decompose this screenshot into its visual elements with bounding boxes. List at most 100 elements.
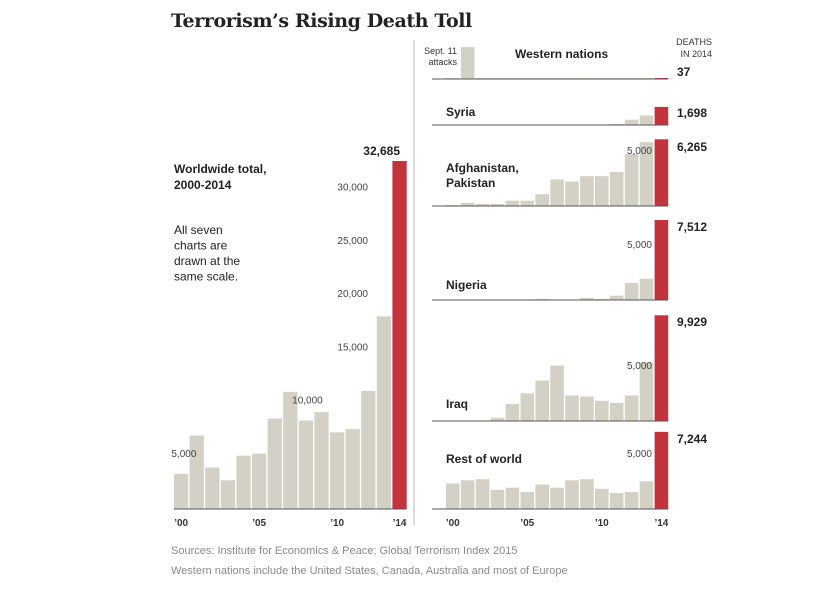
bar-iraq-2008 — [565, 395, 579, 421]
bar-syria-2013 — [639, 115, 654, 125]
bar-afghanistan-pakistan-2004 — [505, 200, 520, 206]
bar-afghanistan-pakistan-2001 — [460, 202, 475, 206]
y-tick-label: 5,000 — [627, 240, 652, 251]
bar-rest-of-world-2008 — [565, 480, 579, 509]
y-tick-label: 10,000 — [292, 396, 323, 407]
deaths-header-line1: DEATHS — [676, 37, 712, 47]
bar-worldwide-2010 — [330, 432, 345, 509]
bar-nigeria-2012 — [624, 282, 639, 300]
bar-worldwide-2001 — [189, 435, 204, 509]
bar-rest-of-world-2000 — [446, 483, 460, 509]
panel-title-worldwide-line1: Worldwide total, — [174, 162, 266, 176]
x-tick-label: ’10 — [330, 518, 344, 529]
value-label: 37 — [677, 65, 691, 79]
bar-worldwide-2004 — [236, 455, 251, 509]
bar-afghanistan-pakistan-2008 — [565, 181, 579, 206]
x-tick-label: ’10 — [595, 518, 609, 529]
bar-iraq-2009 — [580, 396, 594, 421]
value-label: 9,929 — [677, 315, 707, 329]
bar-western-nations-2001 — [460, 47, 475, 79]
bar-afghanistan-pakistan-2003 — [490, 203, 505, 206]
value-label: 7,244 — [677, 432, 707, 446]
deaths-header-line2: IN 2014 — [680, 49, 712, 59]
x-tick-label: ’00 — [174, 518, 188, 529]
x-tick-label: ’05 — [520, 518, 534, 529]
x-tick-label: ’14 — [654, 518, 668, 529]
bar-worldwide-2006 — [267, 418, 282, 509]
bar-syria-2014 — [654, 106, 669, 125]
y-tick-label: 5,000 — [627, 449, 652, 460]
bar-worldwide-2000 — [174, 473, 189, 509]
bar-afghanistan-pakistan-2002 — [475, 203, 490, 206]
bar-iraq-2011 — [609, 402, 624, 421]
x-tick-label: ’05 — [252, 518, 266, 529]
bar-worldwide-2009 — [314, 412, 329, 509]
bar-iraq-2014 — [654, 315, 669, 421]
y-tick-label: 20,000 — [337, 289, 368, 300]
bar-worldwide-2003 — [220, 480, 236, 509]
bar-nigeria-2013 — [639, 278, 654, 300]
bar-worldwide-2002 — [205, 467, 220, 509]
panel-title: Iraq — [446, 397, 468, 411]
bar-iraq-2013 — [639, 362, 654, 421]
value-label-worldwide: 32,685 — [363, 144, 400, 158]
bar-rest-of-world-2001 — [460, 480, 475, 509]
bar-worldwide-2008 — [298, 420, 314, 509]
bar-rest-of-world-2013 — [639, 481, 654, 509]
bar-rest-of-world-2010 — [595, 488, 609, 509]
y-tick-label: 15,000 — [337, 342, 368, 353]
bar-iraq-2012 — [624, 395, 639, 421]
bar-iraq-2010 — [595, 400, 609, 421]
annotation-line-3: drawn at the — [174, 254, 240, 268]
bar-worldwide-2007 — [283, 391, 298, 509]
bar-rest-of-world-2012 — [624, 491, 639, 509]
bar-rest-of-world-2007 — [550, 487, 564, 509]
bar-rest-of-world-2011 — [609, 493, 624, 509]
panel-title: Rest of world — [446, 452, 522, 466]
bar-nigeria-2011 — [609, 295, 624, 300]
bar-rest-of-world-2003 — [490, 489, 505, 509]
panel-title-afghanistan-line1: Afghanistan, — [446, 161, 519, 175]
annotation-line-4: same scale. — [174, 270, 238, 284]
bar-worldwide-2013 — [376, 316, 392, 509]
chart-title: Terrorism’s Rising Death Toll — [171, 10, 472, 32]
bar-iraq-2005 — [520, 393, 535, 421]
bar-afghanistan-pakistan-2012 — [624, 153, 639, 206]
panel-title: Nigeria — [446, 278, 487, 292]
bar-afghanistan-pakistan-2013 — [639, 142, 654, 206]
bar-worldwide-2012 — [361, 390, 376, 509]
bar-iraq-2004 — [505, 403, 520, 421]
bar-nigeria-2014 — [654, 220, 669, 300]
value-label: 6,265 — [677, 140, 707, 154]
annotation-sept11-line1: Sept. 11 — [424, 46, 457, 56]
bar-rest-of-world-2006 — [535, 484, 549, 509]
panel-title: Western nations — [515, 47, 608, 61]
value-label: 7,512 — [677, 220, 707, 234]
y-tick-label: 5,000 — [627, 361, 652, 372]
panel-title-worldwide-line2: 2000-2014 — [174, 178, 232, 192]
bar-afghanistan-pakistan-2014 — [654, 139, 669, 206]
bar-afghanistan-pakistan-2000 — [446, 204, 460, 206]
annotation-line-1: All seven — [174, 223, 223, 237]
annotation-sept11-line2: attacks — [428, 57, 457, 67]
bar-rest-of-world-2009 — [580, 479, 594, 509]
annotation-line-2: charts are — [174, 239, 228, 253]
y-tick-label: 5,000 — [627, 146, 652, 157]
bar-nigeria-2009 — [580, 297, 594, 300]
bar-afghanistan-pakistan-2006 — [535, 194, 549, 206]
y-tick-label: 25,000 — [337, 236, 368, 247]
bar-syria-2012 — [624, 119, 639, 125]
footnote: Western nations include the United State… — [171, 565, 568, 577]
bar-rest-of-world-2002 — [475, 479, 490, 509]
y-tick-label: 5,000 — [171, 449, 196, 460]
bar-iraq-2007 — [550, 365, 564, 421]
bar-afghanistan-pakistan-2005 — [520, 200, 535, 206]
x-tick-label: ’14 — [393, 518, 407, 529]
bar-afghanistan-pakistan-2007 — [550, 179, 564, 206]
bar-worldwide-2005 — [252, 453, 267, 509]
bar-afghanistan-pakistan-2011 — [609, 171, 624, 206]
bar-afghanistan-pakistan-2010 — [595, 176, 609, 206]
x-tick-label: ’00 — [446, 518, 460, 529]
bar-iraq-2006 — [535, 380, 549, 421]
